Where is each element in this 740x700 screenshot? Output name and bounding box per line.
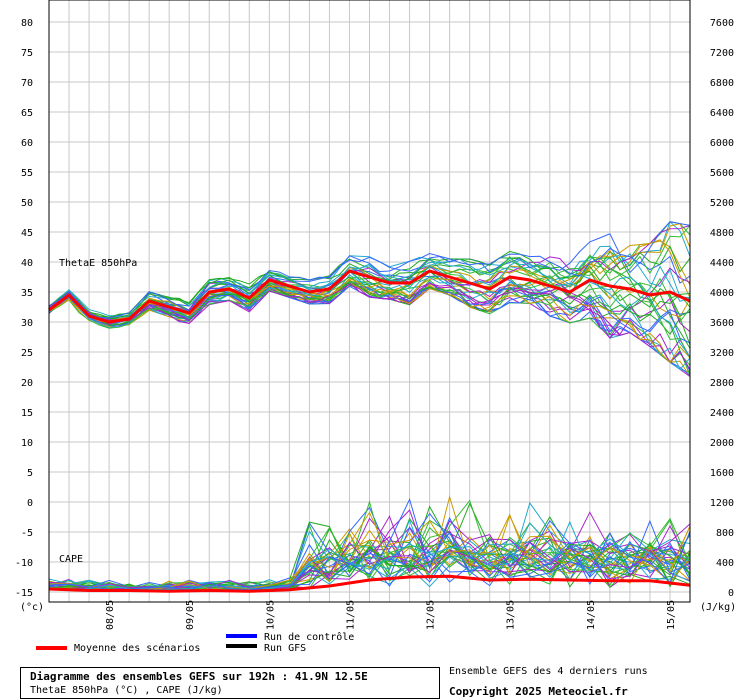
x-tick-label: 08/05 [105,600,116,630]
left-tick-label: 20 [21,378,33,389]
x-tick-label: 12/05 [426,600,437,630]
cape-series-label: CAPE [59,554,83,565]
right-tick-label: 4400 [710,258,734,269]
right-tick-label: 7200 [710,48,734,59]
left-tick-label: -10 [15,558,33,569]
right-tick-label: 2400 [710,408,734,419]
left-tick-label: 60 [21,138,33,149]
right-tick-label: 4000 [710,288,734,299]
left-tick-label: 45 [21,228,33,239]
left-tick-label: 30 [21,318,33,329]
legend: Moyenne des scénarios Run de contrôle Ru… [36,631,354,654]
right-unit-label: (J/kg) [700,602,736,613]
cape-member-line [48,522,691,591]
right-tick-label: 5600 [710,168,734,179]
left-tick-label: 10 [21,438,33,449]
left-tick-label: 35 [21,288,33,299]
right-tick-label: 1600 [710,468,734,479]
right-tick-label: 6000 [710,138,734,149]
thetae-series-label: ThetaE 850hPa [59,258,137,269]
legend-mean-label: Moyenne des scénarios [74,642,200,654]
left-tick-label: 70 [21,78,33,89]
right-tick-label: 6400 [710,108,734,119]
plot-frame [48,0,691,603]
ensemble-members [48,220,691,592]
left-tick-label: 0 [27,498,33,509]
x-tick-label: 09/05 [185,600,196,630]
x-tick-label: 14/05 [586,600,597,630]
cape-member-line [48,498,691,591]
right-tick-label: 3600 [710,318,734,329]
right-tick-label: 800 [716,528,734,539]
ensemble-chart: -15 0 -10 400 -5 800 0 1200 5 1600 10 2000 15 2400 20 2… [15,0,736,654]
left-tick-label: 40 [21,258,33,269]
left-tick-label: 80 [21,18,33,29]
x-tick-label: 10/05 [265,600,276,630]
thetae-member-line [48,245,691,329]
cape-mean-line [48,574,691,593]
thetae-member-line [48,223,691,323]
left-tick-label: -5 [21,528,33,539]
left-tick-label: 50 [21,198,33,209]
left-tick-label: 75 [21,48,33,59]
copyright-text: Copyright 2025 Meteociel.fr [449,685,628,698]
x-tick-label: 13/05 [506,600,517,630]
right-tick-label: 1200 [710,498,734,509]
axis-ticks: -15 0 -10 400 -5 800 0 1200 5 1600 10 2000 15 2400 20 2… [15,18,734,630]
left-tick-label: 15 [21,408,33,419]
right-tick-label: 400 [716,558,734,569]
x-tick-label: 11/05 [345,600,356,630]
right-tick-label: 2000 [710,438,734,449]
chart-title: Diagramme des ensembles GEFS sur 192h : … [30,670,368,683]
right-tick-label: 5200 [710,198,734,209]
x-tick-label: 15/05 [666,600,677,630]
left-unit-label: (°c) [20,602,44,613]
right-tick-label: 7600 [710,18,734,29]
right-tick-label: 0 [728,588,734,599]
left-tick-label: 5 [27,468,33,479]
chart-subtitle: ThetaE 850hPa (°C) , CAPE (J/kg) [30,685,223,696]
right-tick-label: 6800 [710,78,734,89]
legend-control-label: Run de contrôle [264,631,354,643]
left-tick-label: 65 [21,108,33,119]
chart-title-box: Diagramme des ensembles GEFS sur 192h : … [20,667,440,699]
left-tick-label: 25 [21,348,33,359]
legend-gfs-label: Run GFS [264,643,306,654]
thetae-member-line [48,220,691,327]
ensemble-note: Ensemble GEFS des 4 derniers runs [449,666,648,677]
right-tick-label: 3200 [710,348,734,359]
thetae-member-line [48,221,691,319]
thetae-member-line [48,256,691,329]
mean-lines [48,269,691,593]
right-tick-label: 4800 [710,228,734,239]
right-tick-label: 2800 [710,378,734,389]
thetae-member-line [48,280,691,326]
left-tick-label: -15 [15,588,33,599]
left-tick-label: 55 [21,168,33,179]
thetae-mean-line [48,269,691,324]
